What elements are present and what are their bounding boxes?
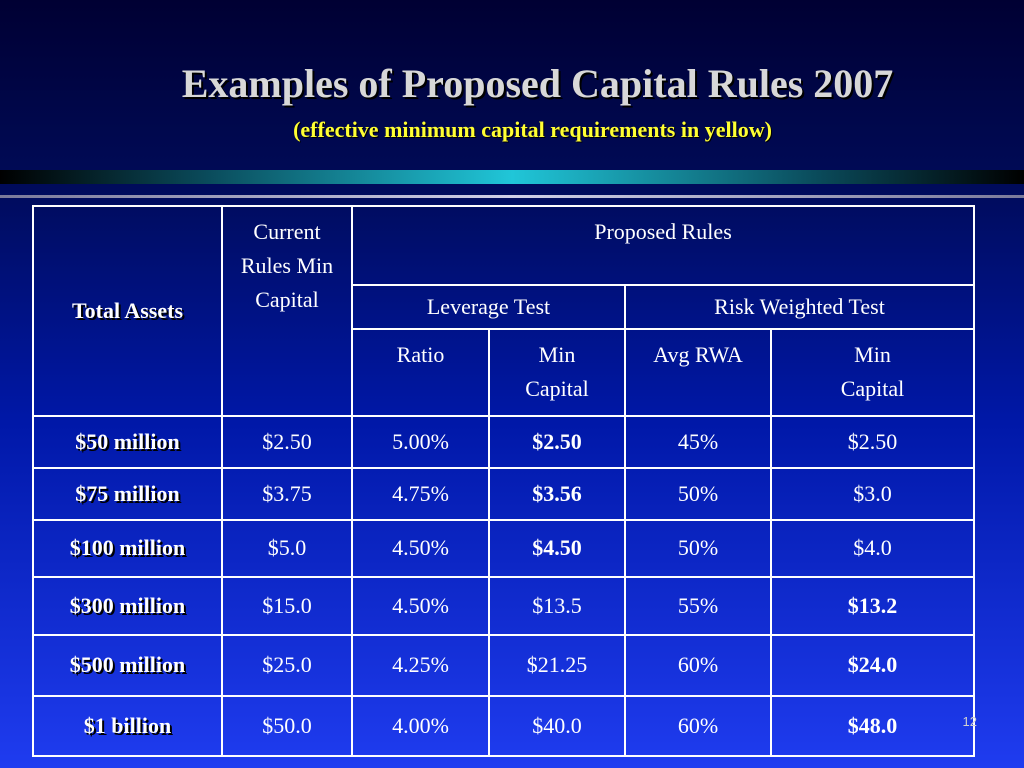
- cell-leverage-min-capital: $13.5: [488, 575, 626, 637]
- cell-current-min-capital: $50.0: [221, 694, 353, 758]
- header-total-assets: Total Assets: [32, 205, 223, 417]
- cell-current-min-capital: $3.75: [221, 466, 353, 522]
- cell-total-assets: $500 million: [32, 634, 223, 697]
- cell-leverage-ratio: 4.00%: [351, 694, 490, 758]
- table-row: $50 million $2.50 5.00% $2.50 45% $2.50: [32, 414, 975, 469]
- cell-leverage-ratio: 5.00%: [351, 414, 490, 469]
- cell-leverage-ratio: 4.50%: [351, 575, 490, 637]
- decorative-gradient-bar: [0, 170, 1024, 184]
- cell-avg-rwa: 60%: [624, 634, 772, 697]
- header-ratio: Ratio: [351, 327, 490, 417]
- cell-avg-rwa: 45%: [624, 414, 772, 469]
- cell-total-assets: $75 million: [32, 466, 223, 522]
- cell-risk-weighted-min-capital: $3.0: [770, 466, 975, 522]
- cell-current-min-capital: $25.0: [221, 634, 353, 697]
- cell-current-min-capital: $5.0: [221, 519, 353, 578]
- cell-leverage-min-capital: $2.50: [488, 414, 626, 469]
- header-risk-weighted-test: Risk Weighted Test: [624, 283, 975, 330]
- slide-subtitle: (effective minimum capital requirements …: [293, 117, 772, 142]
- header-leverage-test: Leverage Test: [351, 283, 626, 330]
- cell-avg-rwa: 60%: [624, 694, 772, 758]
- cell-avg-rwa: 50%: [624, 519, 772, 578]
- cell-risk-weighted-min-capital: $48.0: [770, 694, 975, 758]
- cell-total-assets: $50 million: [32, 414, 223, 469]
- capital-rules-table: Total Assets Current Rules Min Capital P…: [32, 205, 975, 758]
- cell-total-assets: $100 million: [32, 519, 223, 578]
- cell-leverage-min-capital: $4.50: [488, 519, 626, 578]
- table-row: $300 million $15.0 4.50% $13.5 55% $13.2: [32, 575, 975, 637]
- cell-current-min-capital: $15.0: [221, 575, 353, 637]
- cell-total-assets: $300 million: [32, 575, 223, 637]
- cell-leverage-ratio: 4.25%: [351, 634, 490, 697]
- cell-leverage-ratio: 4.75%: [351, 466, 490, 522]
- header-current-rules: Current Rules Min Capital: [221, 205, 353, 417]
- cell-current-min-capital: $2.50: [221, 414, 353, 469]
- cell-leverage-min-capital: $40.0: [488, 694, 626, 758]
- decorative-divider-line: [0, 195, 1024, 198]
- cell-avg-rwa: 55%: [624, 575, 772, 637]
- cell-risk-weighted-min-capital: $13.2: [770, 575, 975, 637]
- header-proposed-rules: Proposed Rules: [351, 205, 975, 286]
- table-row: $1 billion $50.0 4.00% $40.0 60% $48.0: [32, 694, 975, 758]
- cell-risk-weighted-min-capital: $24.0: [770, 634, 975, 697]
- table-row: $75 million $3.75 4.75% $3.56 50% $3.0: [32, 466, 975, 522]
- table-row: $500 million $25.0 4.25% $21.25 60% $24.…: [32, 634, 975, 697]
- header-risk-weighted-min-capital: Min Capital: [770, 327, 975, 417]
- cell-leverage-min-capital: $21.25: [488, 634, 626, 697]
- cell-total-assets: $1 billion: [32, 694, 223, 758]
- slide-title: Examples of Proposed Capital Rules 2007: [181, 61, 894, 106]
- cell-risk-weighted-min-capital: $4.0: [770, 519, 975, 578]
- header-leverage-min-capital: Min Capital: [488, 327, 626, 417]
- cell-leverage-ratio: 4.50%: [351, 519, 490, 578]
- cell-avg-rwa: 50%: [624, 466, 772, 522]
- header-avg-rwa: Avg RWA: [624, 327, 772, 417]
- cell-risk-weighted-min-capital: $2.50: [770, 414, 975, 469]
- table-row: $100 million $5.0 4.50% $4.50 50% $4.0: [32, 519, 975, 578]
- cell-leverage-min-capital: $3.56: [488, 466, 626, 522]
- page-number: 12: [962, 714, 977, 729]
